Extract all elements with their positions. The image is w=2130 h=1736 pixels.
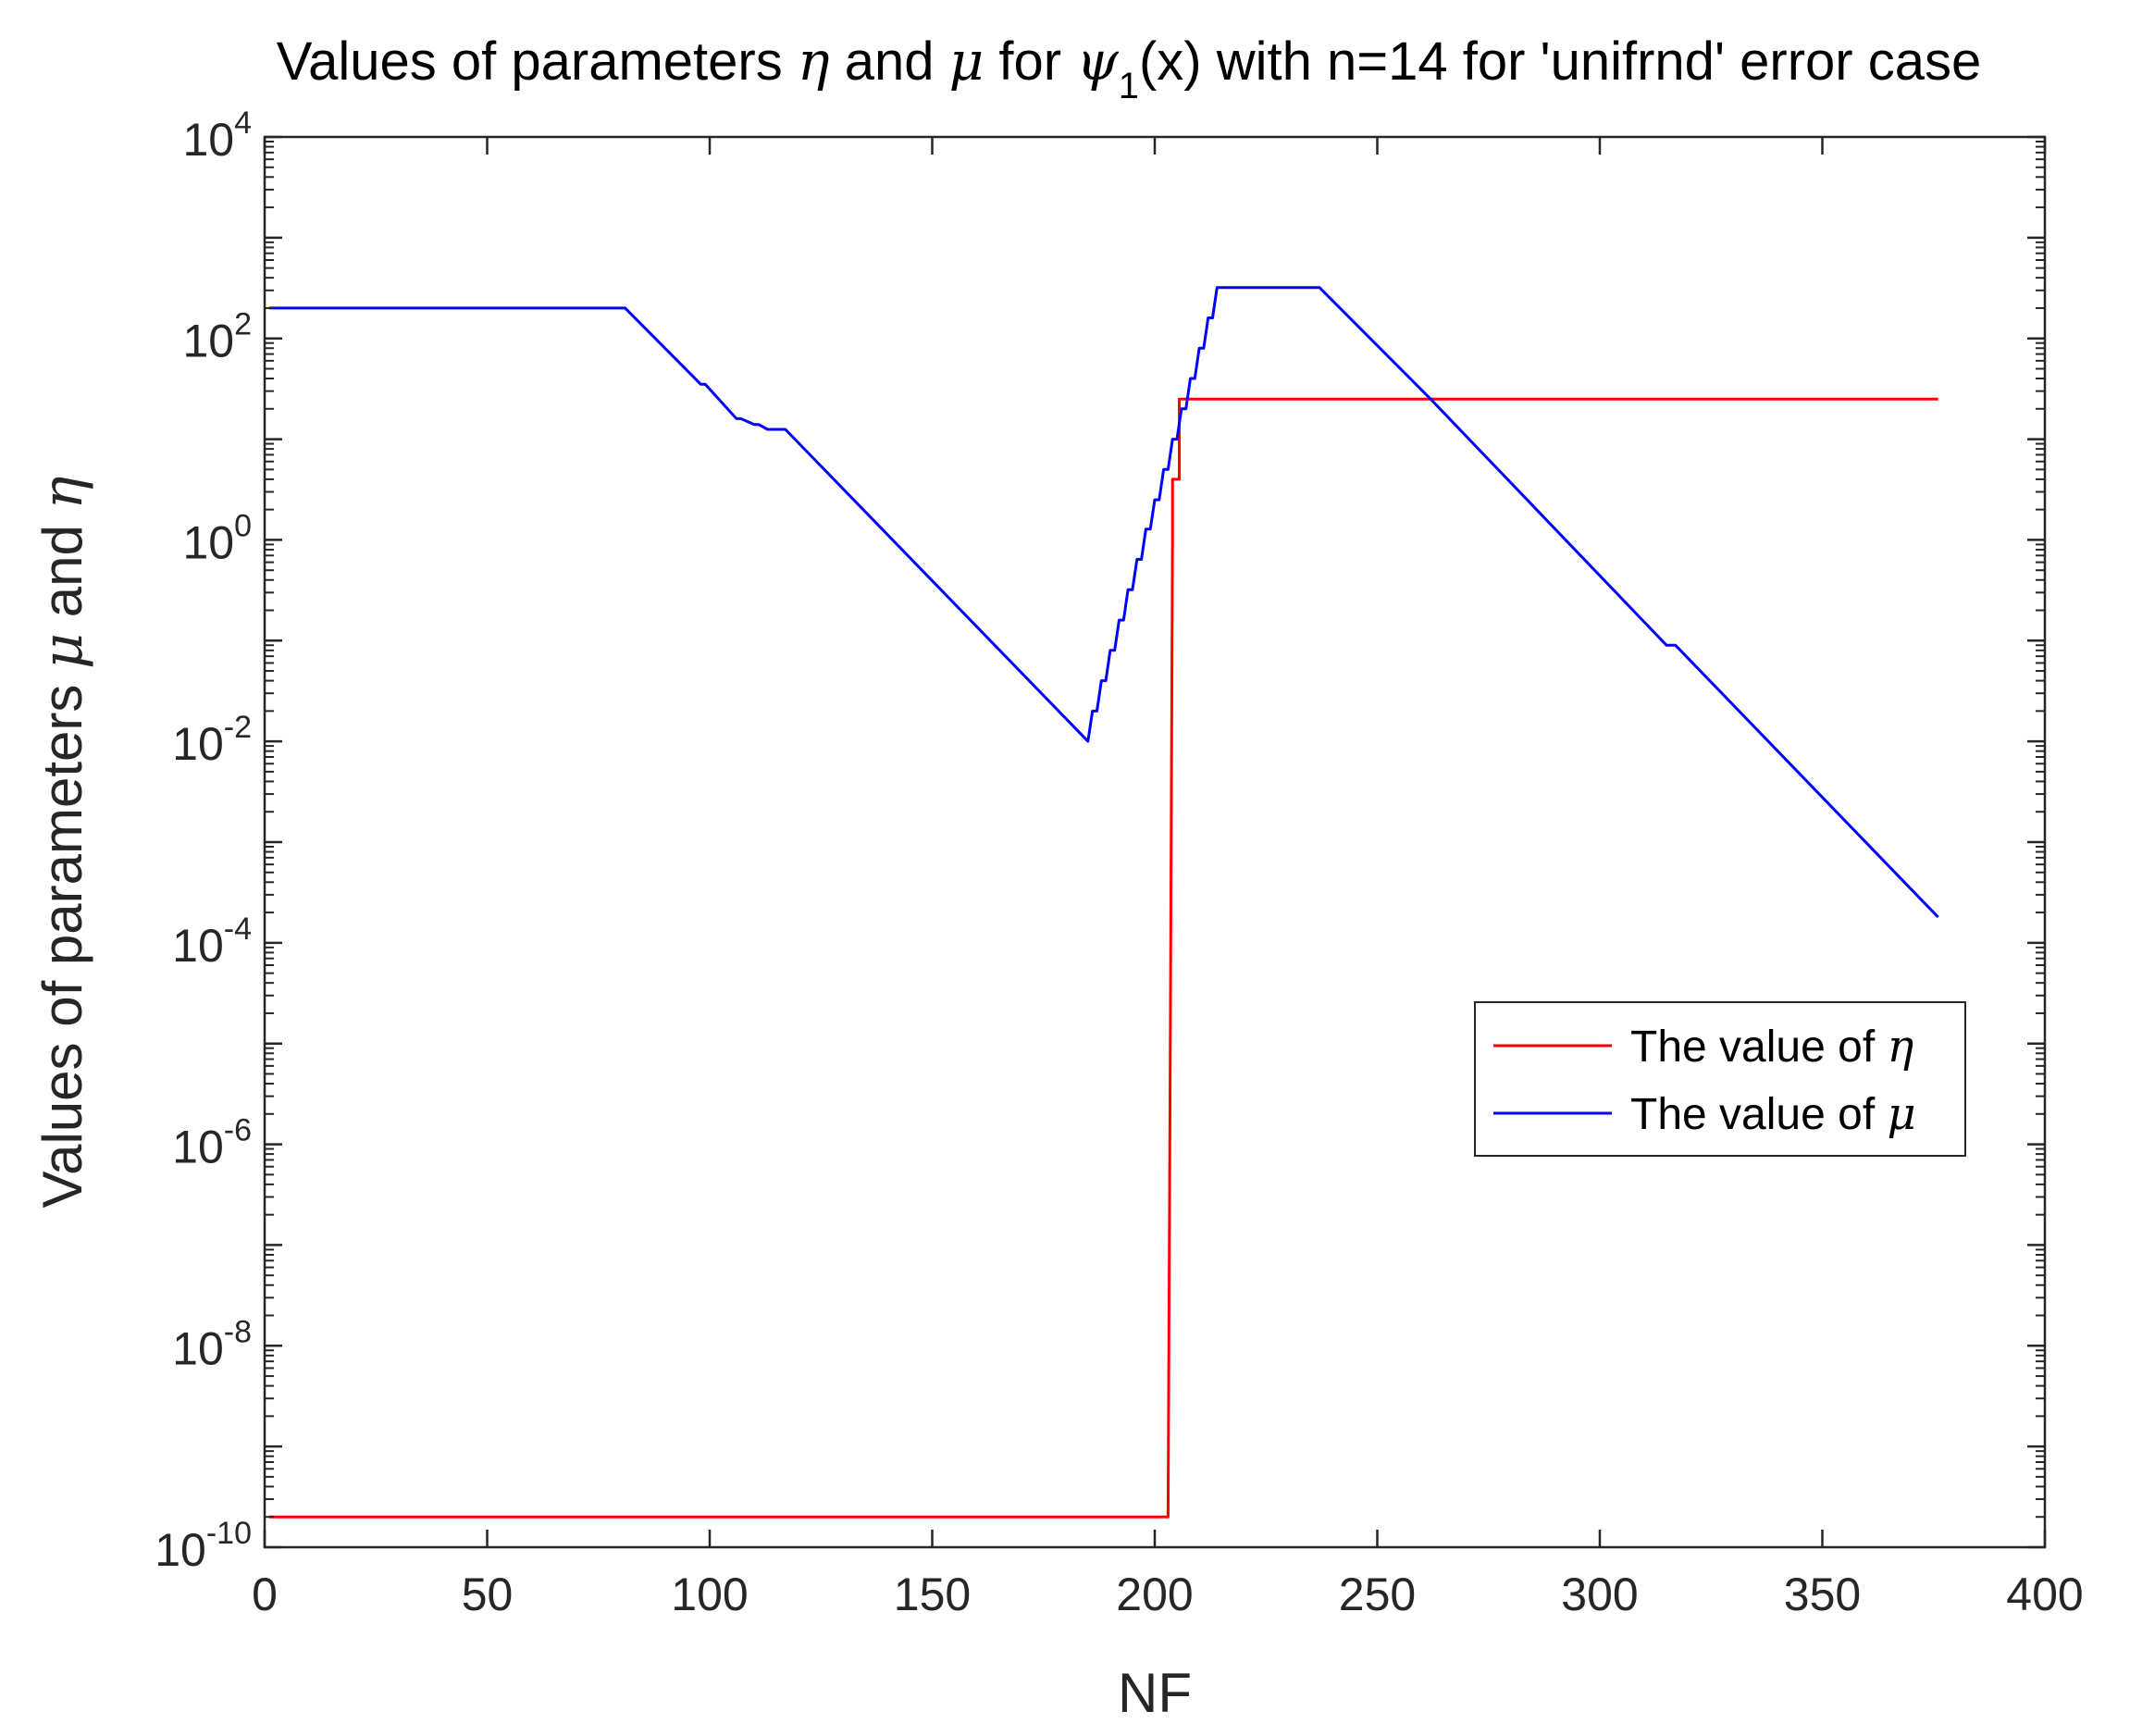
y-tick-label: 102 <box>182 307 252 367</box>
text-part: μ <box>949 30 985 93</box>
y-tick-exponent: 4 <box>234 105 252 141</box>
y-tick-exponent: -10 <box>206 1516 252 1551</box>
y-tick-base: 10 <box>172 718 224 770</box>
y-tick-base: 10 <box>182 316 234 367</box>
x-tick-label: 150 <box>894 1569 971 1620</box>
text-part: 1 <box>1119 66 1139 106</box>
text-part: for <box>984 31 1076 92</box>
x-axis-label: NF <box>1118 1662 1192 1724</box>
text-part: The value of <box>1630 1090 1888 1139</box>
y-tick-exponent: -8 <box>224 1314 252 1349</box>
y-tick-label: 100 <box>182 508 252 568</box>
x-tick-label: 400 <box>2006 1569 2083 1620</box>
ticks-layer <box>263 135 2047 1549</box>
legend-box <box>1474 1001 1966 1157</box>
y-tick-label: 10-6 <box>172 1113 252 1173</box>
text-part: ψ <box>1076 30 1119 93</box>
x-tick-label: 250 <box>1339 1569 1416 1620</box>
text-part: η <box>798 30 830 93</box>
axes-box <box>263 135 2047 1549</box>
legend-label-1: The value of η <box>1630 1021 1914 1073</box>
y-tick-base: 10 <box>182 114 234 166</box>
y-tick-base: 10 <box>172 920 224 972</box>
x-tick-label: 100 <box>671 1569 748 1620</box>
text-part: Values of parameters <box>277 31 798 92</box>
plot-area <box>265 137 2045 1547</box>
y-tick-label: 104 <box>182 105 252 166</box>
x-tick-label: 50 <box>462 1569 514 1620</box>
text-part: μ <box>1888 1088 1916 1140</box>
text-part: and <box>31 509 93 632</box>
y-tick-base: 10 <box>155 1524 206 1576</box>
y-tick-exponent: -2 <box>224 710 252 745</box>
y-tick-exponent: -4 <box>224 911 252 947</box>
y-tick-label: 10-4 <box>172 911 252 972</box>
series-layer <box>268 286 1939 1519</box>
y-tick-base: 10 <box>172 1322 224 1374</box>
y-tick-base: 10 <box>172 1122 224 1173</box>
y-axis-label: Values of parameters μ and η <box>31 476 95 1208</box>
y-tick-exponent: 0 <box>234 508 252 543</box>
text-part: η <box>31 476 95 509</box>
text-part: μ <box>31 633 95 669</box>
y-tick-exponent: 2 <box>234 307 252 342</box>
text-part: The value of <box>1630 1023 1888 1072</box>
legend-label-2: The value of μ <box>1630 1088 1916 1140</box>
chart-title: Values of parameters η and μ for ψ1(x) w… <box>277 30 1981 106</box>
y-tick-exponent: -6 <box>224 1113 252 1148</box>
x-tick-label: 200 <box>1116 1569 1193 1620</box>
y-tick-label: 10-8 <box>172 1314 252 1374</box>
y-tick-base: 10 <box>182 516 234 568</box>
text-part: Values of parameters <box>31 669 93 1209</box>
text-part: and <box>830 31 949 92</box>
series-line-1 <box>268 397 1938 1519</box>
x-tick-label: 350 <box>1784 1569 1861 1620</box>
text-part: (x) with n=14 for 'unifrnd' error case <box>1139 31 1981 92</box>
tick-label-layer: 0 50 100 150 200 250 300 350 40010-1010-810-610-… <box>155 105 2083 1620</box>
x-tick-label: 0 <box>252 1569 278 1620</box>
y-tick-label: 10-10 <box>155 1516 252 1576</box>
series-line-2 <box>268 286 1939 919</box>
x-tick-label: 300 <box>1561 1569 1638 1620</box>
text-part: η <box>1888 1021 1914 1073</box>
y-tick-label: 10-2 <box>172 710 252 770</box>
